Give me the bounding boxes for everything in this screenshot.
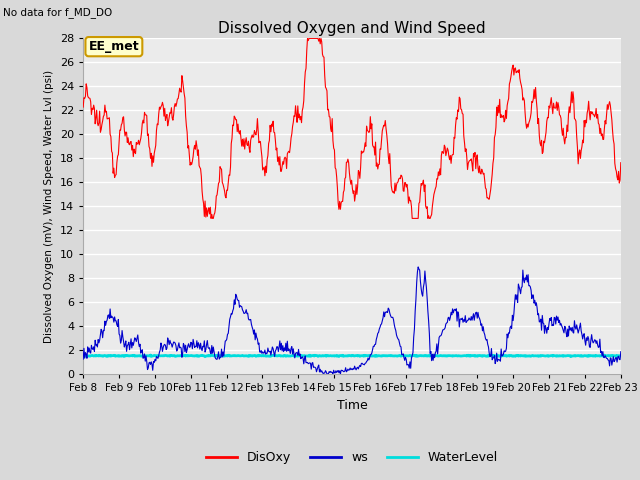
Y-axis label: Dissolved Oxygen (mV), Wind Speed, Water Lvl (psi): Dissolved Oxygen (mV), Wind Speed, Water…	[44, 70, 54, 343]
Text: EE_met: EE_met	[88, 40, 140, 53]
Text: No data for f_MD_DO: No data for f_MD_DO	[3, 7, 113, 18]
Title: Dissolved Oxygen and Wind Speed: Dissolved Oxygen and Wind Speed	[218, 21, 486, 36]
Legend: DisOxy, ws, WaterLevel: DisOxy, ws, WaterLevel	[201, 446, 503, 469]
X-axis label: Time: Time	[337, 399, 367, 412]
